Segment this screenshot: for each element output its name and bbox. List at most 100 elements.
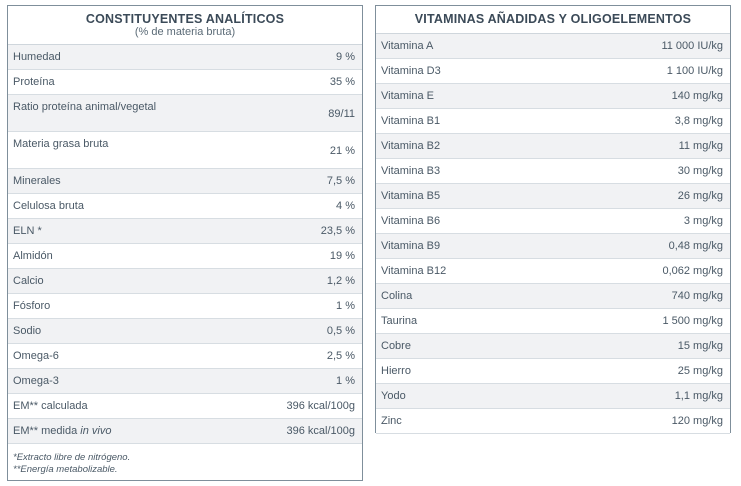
row-value: 120 mg/kg [671, 415, 723, 427]
row-value: 4 % [336, 200, 355, 212]
row-value: 19 % [329, 250, 355, 262]
table-row: Vitamina B6 3 mg/kg [376, 209, 730, 234]
row-value: 35 % [329, 76, 355, 88]
row-label: Vitamina B5 [381, 190, 441, 202]
table-body: Vitamina A 11 000 IU/kg Vitamina D3 1 100 … [376, 33, 730, 434]
row-value: 1 100 IU/kg [666, 65, 723, 77]
row-value: 11 000 IU/kg [661, 40, 723, 52]
table-row: Yodo 1,1 mg/kg [376, 384, 730, 409]
table-row: Vitamina B1 3,8 mg/kg [376, 109, 730, 134]
row-label: Vitamina B12 [381, 265, 447, 277]
table-row: Vitamina E 140 mg/kg [376, 84, 730, 109]
row-value: 1 % [336, 375, 355, 387]
row-value: 396 kcal/100g [286, 400, 356, 412]
row-label: Celulosa bruta [13, 200, 84, 212]
row-value: 26 mg/kg [677, 190, 723, 202]
row-label: Minerales [13, 175, 61, 187]
row-label: Zinc [381, 415, 402, 427]
row-value: 30 mg/kg [677, 165, 723, 177]
row-label: Sodio [13, 325, 42, 337]
row-value: 11 mg/kg [678, 140, 723, 152]
table-row: Almidón 19 % [8, 244, 362, 269]
row-value: 0,062 mg/kg [662, 265, 723, 277]
table-row: EM** calculada 396 kcal/100g [8, 394, 362, 419]
row-label: Vitamina B1 [381, 115, 441, 127]
row-label: Vitamina E [381, 90, 434, 102]
row-label: Hierro [381, 365, 411, 377]
row-value: 1 % [336, 300, 355, 312]
row-label: Vitamina B6 [381, 215, 441, 227]
row-value: 25 mg/kg [677, 365, 723, 377]
table-title: VITAMINAS AÑADIDAS Y OLIGOELEMENTOS [414, 12, 692, 26]
row-label: EM** calculada [13, 400, 88, 412]
table-row: Colina 740 mg/kg [376, 284, 730, 309]
row-label: Vitamina B3 [381, 165, 441, 177]
row-value: 1 500 mg/kg [662, 315, 723, 327]
row-value: 3,8 mg/kg [674, 115, 723, 127]
table-row: Materia grasa bruta 21 % [8, 132, 362, 169]
row-label: Ratio proteína animal/vegetal [13, 101, 157, 113]
row-label: Cobre [381, 340, 411, 352]
table-row: Taurina 1 500 mg/kg [376, 309, 730, 334]
table-row: Calcio 1,2 % [8, 269, 362, 294]
row-label: ELN * [13, 225, 42, 237]
table-row: Omega-3 1 % [8, 369, 362, 394]
row-label: Humedad [13, 51, 61, 63]
table-row: Ratio proteína animal/vegetal 89/11 [8, 95, 362, 132]
table-row: ELN * 23,5 % [8, 219, 362, 244]
table-row: Proteína 35 % [8, 70, 362, 95]
table-row: Celulosa bruta 4 % [8, 194, 362, 219]
row-value: 2,5 % [326, 350, 355, 362]
analytical-constituents-table: CONSTITUYENTES ANALÍTICOS (% de materia … [7, 5, 363, 481]
row-value: 1,2 % [326, 275, 355, 287]
row-value: 7,5 % [326, 175, 355, 187]
row-label: Vitamina D3 [381, 65, 441, 77]
row-value: 89/11 [328, 108, 355, 120]
row-value: 740 mg/kg [671, 290, 723, 302]
row-label: Almidón [13, 250, 53, 262]
row-label-italic: in vivo [80, 425, 112, 437]
footnote-nitrogen: *Extracto libre de nitrógeno. [13, 452, 131, 463]
row-label: Yodo [381, 390, 406, 402]
table-header: VITAMINAS AÑADIDAS Y OLIGOELEMENTOS [376, 6, 730, 33]
footnote-energy: **Energía metabolizable. [13, 464, 118, 475]
table-row: Vitamina B2 11 mg/kg [376, 134, 730, 159]
table-row: Vitamina A 11 000 IU/kg [376, 34, 730, 59]
row-label: Proteína [13, 76, 55, 88]
table-row: Zinc 120 mg/kg [376, 409, 730, 434]
table-row: Hierro 25 mg/kg [376, 359, 730, 384]
table-row: Minerales 7,5 % [8, 169, 362, 194]
table-row: Vitamina B9 0,48 mg/kg [376, 234, 730, 259]
table-row: Vitamina B12 0,062 mg/kg [376, 259, 730, 284]
table-row: Vitamina D3 1 100 IU/kg [376, 59, 730, 84]
row-value: 140 mg/kg [671, 90, 723, 102]
row-value: 1,1 mg/kg [674, 390, 723, 402]
row-label-text: EM** medida [13, 425, 81, 437]
row-label: Calcio [13, 275, 44, 287]
row-label: Omega-6 [13, 350, 59, 362]
row-label: Vitamina B2 [381, 140, 441, 152]
row-value: 3 mg/kg [683, 215, 723, 227]
row-label: Taurina [381, 315, 418, 327]
table-subtitle: (% de materia bruta) [134, 26, 236, 38]
table-row: Vitamina B3 30 mg/kg [376, 159, 730, 184]
table-header: CONSTITUYENTES ANALÍTICOS (% de materia … [8, 6, 362, 44]
row-label: Fósforo [13, 300, 51, 312]
table-row: Cobre 15 mg/kg [376, 334, 730, 359]
row-label: Materia grasa bruta [13, 138, 109, 150]
row-label: Colina [381, 290, 413, 302]
table-row: Omega-6 2,5 % [8, 344, 362, 369]
row-value: 23,5 % [320, 225, 355, 237]
row-value: 0,5 % [326, 325, 355, 337]
row-label: Vitamina B9 [381, 240, 441, 252]
row-value: 0,48 mg/kg [668, 240, 723, 252]
row-value: 21 % [329, 145, 355, 157]
table-row: Humedad 9 % [8, 45, 362, 70]
table-row: Vitamina B5 26 mg/kg [376, 184, 730, 209]
row-value: 396 kcal/100g [286, 425, 356, 437]
table-body: Humedad 9 % Proteína 35 % Ratio proteína a… [8, 44, 362, 444]
row-value: 9 % [336, 51, 355, 63]
row-label: Vitamina A [381, 40, 434, 52]
row-label: Omega-3 [13, 375, 59, 387]
vitamins-trace-elements-table: VITAMINAS AÑADIDAS Y OLIGOELEMENTOS Vita… [375, 5, 731, 434]
